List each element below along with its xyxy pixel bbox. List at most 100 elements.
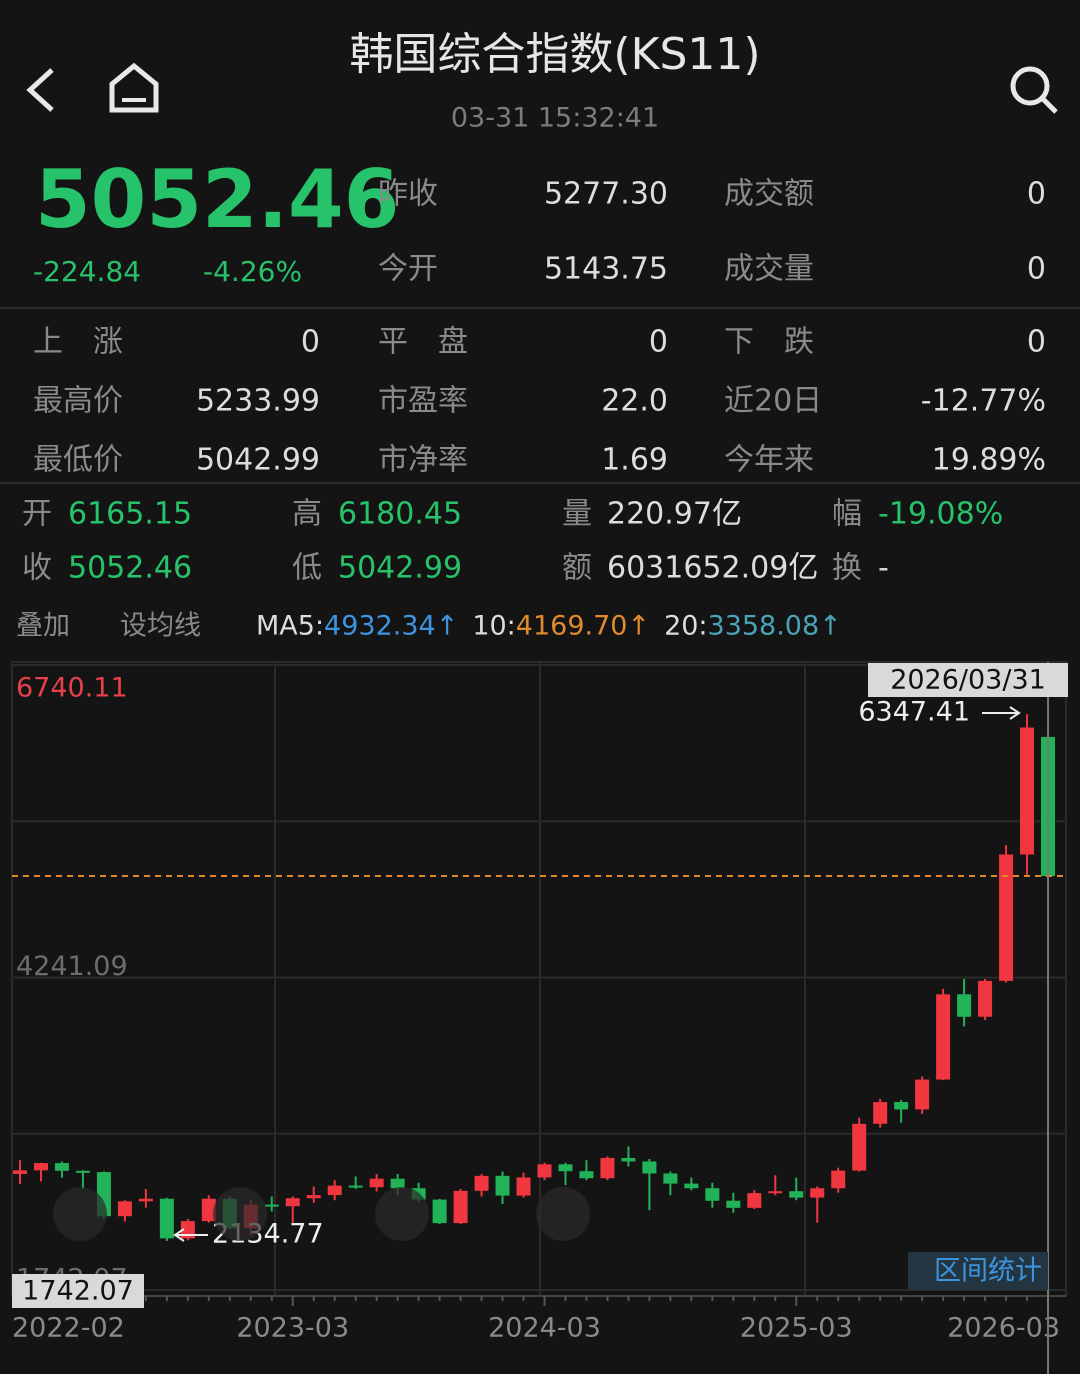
ma-value: 3358.08↑ — [708, 611, 842, 642]
stat-label: 昨收 — [378, 177, 438, 212]
stat-value: 19.89% — [932, 443, 1046, 478]
period-label: 高 — [292, 497, 322, 532]
candle — [327, 1180, 342, 1201]
x-tick-label: 2022-02 — [12, 1313, 125, 1344]
max-arrow-head — [1009, 706, 1021, 720]
stat-label: 下 跌 — [724, 325, 814, 360]
stat-value: 22.0 — [601, 384, 668, 419]
ma-name: 10: — [472, 611, 515, 642]
ma-name: 20: — [664, 611, 707, 642]
candle — [75, 1170, 90, 1189]
stat-label: 成交额 — [724, 177, 814, 212]
stat-value: 5042.99 — [196, 443, 320, 478]
period-value: -19.08% — [878, 497, 1003, 532]
candle — [201, 1195, 216, 1223]
stat-value: 5143.75 — [544, 252, 668, 287]
candle — [978, 978, 993, 1021]
candle — [684, 1177, 699, 1191]
min-arrow-head — [173, 1228, 185, 1242]
x-tick-label: 2023-03 — [236, 1313, 349, 1344]
stat-label: 近20日 — [724, 384, 822, 419]
ma-value: 4169.70↑ — [516, 611, 650, 642]
candle-body — [474, 1175, 489, 1191]
candle — [894, 1100, 909, 1123]
period-value: 6165.15 — [68, 497, 192, 532]
x-tick-label: 2026-03 — [947, 1313, 1060, 1344]
candle — [474, 1173, 489, 1197]
candle-body — [558, 1164, 573, 1172]
period-value: 6031652.09亿 — [607, 551, 818, 586]
candle — [642, 1158, 657, 1211]
candle — [747, 1190, 762, 1209]
range-button-box[interactable] — [908, 1252, 1048, 1290]
candle — [33, 1162, 48, 1182]
overlay-button[interactable]: 叠加 — [16, 611, 70, 642]
candle — [516, 1172, 531, 1198]
candle — [138, 1188, 153, 1208]
candle-body — [600, 1157, 615, 1179]
period-value: - — [878, 551, 889, 586]
candle-body — [915, 1079, 930, 1110]
stat-value: 0 — [1027, 325, 1046, 360]
candle — [831, 1167, 846, 1193]
stat-label: 成交量 — [724, 252, 814, 287]
candle-body — [978, 980, 993, 1017]
stat-label: 最高价 — [33, 384, 123, 419]
candle — [852, 1117, 867, 1172]
candle-body — [75, 1170, 90, 1173]
ma-name: MA5: — [256, 611, 324, 642]
candle-body — [852, 1123, 867, 1171]
candle-body — [390, 1178, 405, 1189]
candle-body — [957, 994, 972, 1017]
candle-body — [768, 1191, 783, 1194]
title: 韩国综合指数(KS11) — [349, 29, 760, 80]
period-label: 额 — [562, 551, 592, 586]
chart-control-button[interactable] — [213, 1187, 267, 1241]
candle — [600, 1156, 615, 1181]
search-button[interactable] — [1010, 66, 1058, 114]
candle — [264, 1196, 279, 1212]
candle-body — [831, 1170, 846, 1189]
back-button[interactable] — [26, 68, 54, 112]
candle-body — [264, 1204, 279, 1207]
stat-label: 市盈率 — [378, 384, 468, 419]
candle-body — [873, 1102, 888, 1124]
max-label: 6347.41 — [858, 697, 970, 728]
chart-control-button[interactable] — [375, 1187, 429, 1241]
candle-body — [54, 1163, 69, 1171]
candle — [873, 1098, 888, 1128]
candle-body — [369, 1178, 384, 1188]
candle — [453, 1188, 468, 1224]
home-button[interactable] — [109, 62, 159, 113]
period-label: 换 — [832, 551, 862, 586]
candle-body — [138, 1198, 153, 1202]
stat-label: 最低价 — [33, 443, 123, 478]
stat-label: 上 涨 — [33, 325, 123, 360]
candle-body — [516, 1177, 531, 1196]
candle-body — [117, 1201, 132, 1217]
candle-body — [642, 1161, 657, 1174]
range-button[interactable]: 区间统计 — [934, 1256, 1042, 1287]
ma-setting-button[interactable]: 设均线 — [120, 611, 201, 642]
x-tick-label: 2024-03 — [488, 1313, 601, 1344]
candle-body — [579, 1171, 594, 1179]
period-value: 5042.99 — [338, 551, 462, 586]
candle-body — [33, 1163, 48, 1171]
candle — [13, 1160, 27, 1184]
candle-body — [705, 1188, 720, 1201]
chart-control-button[interactable] — [53, 1187, 107, 1241]
x-tick-label: 2025-03 — [740, 1313, 853, 1344]
candle — [789, 1177, 804, 1201]
candle-body — [663, 1173, 678, 1184]
candle — [495, 1171, 510, 1204]
candle — [621, 1146, 636, 1167]
candle — [285, 1196, 300, 1223]
stat-value: 0 — [1027, 177, 1046, 212]
chart-control-button[interactable] — [536, 1187, 590, 1241]
candle-body — [285, 1198, 300, 1207]
low-label: 1742.07 — [22, 1276, 134, 1307]
period-label: 低 — [292, 551, 322, 586]
stat-value: 5233.99 — [196, 384, 320, 419]
candle — [705, 1182, 720, 1208]
